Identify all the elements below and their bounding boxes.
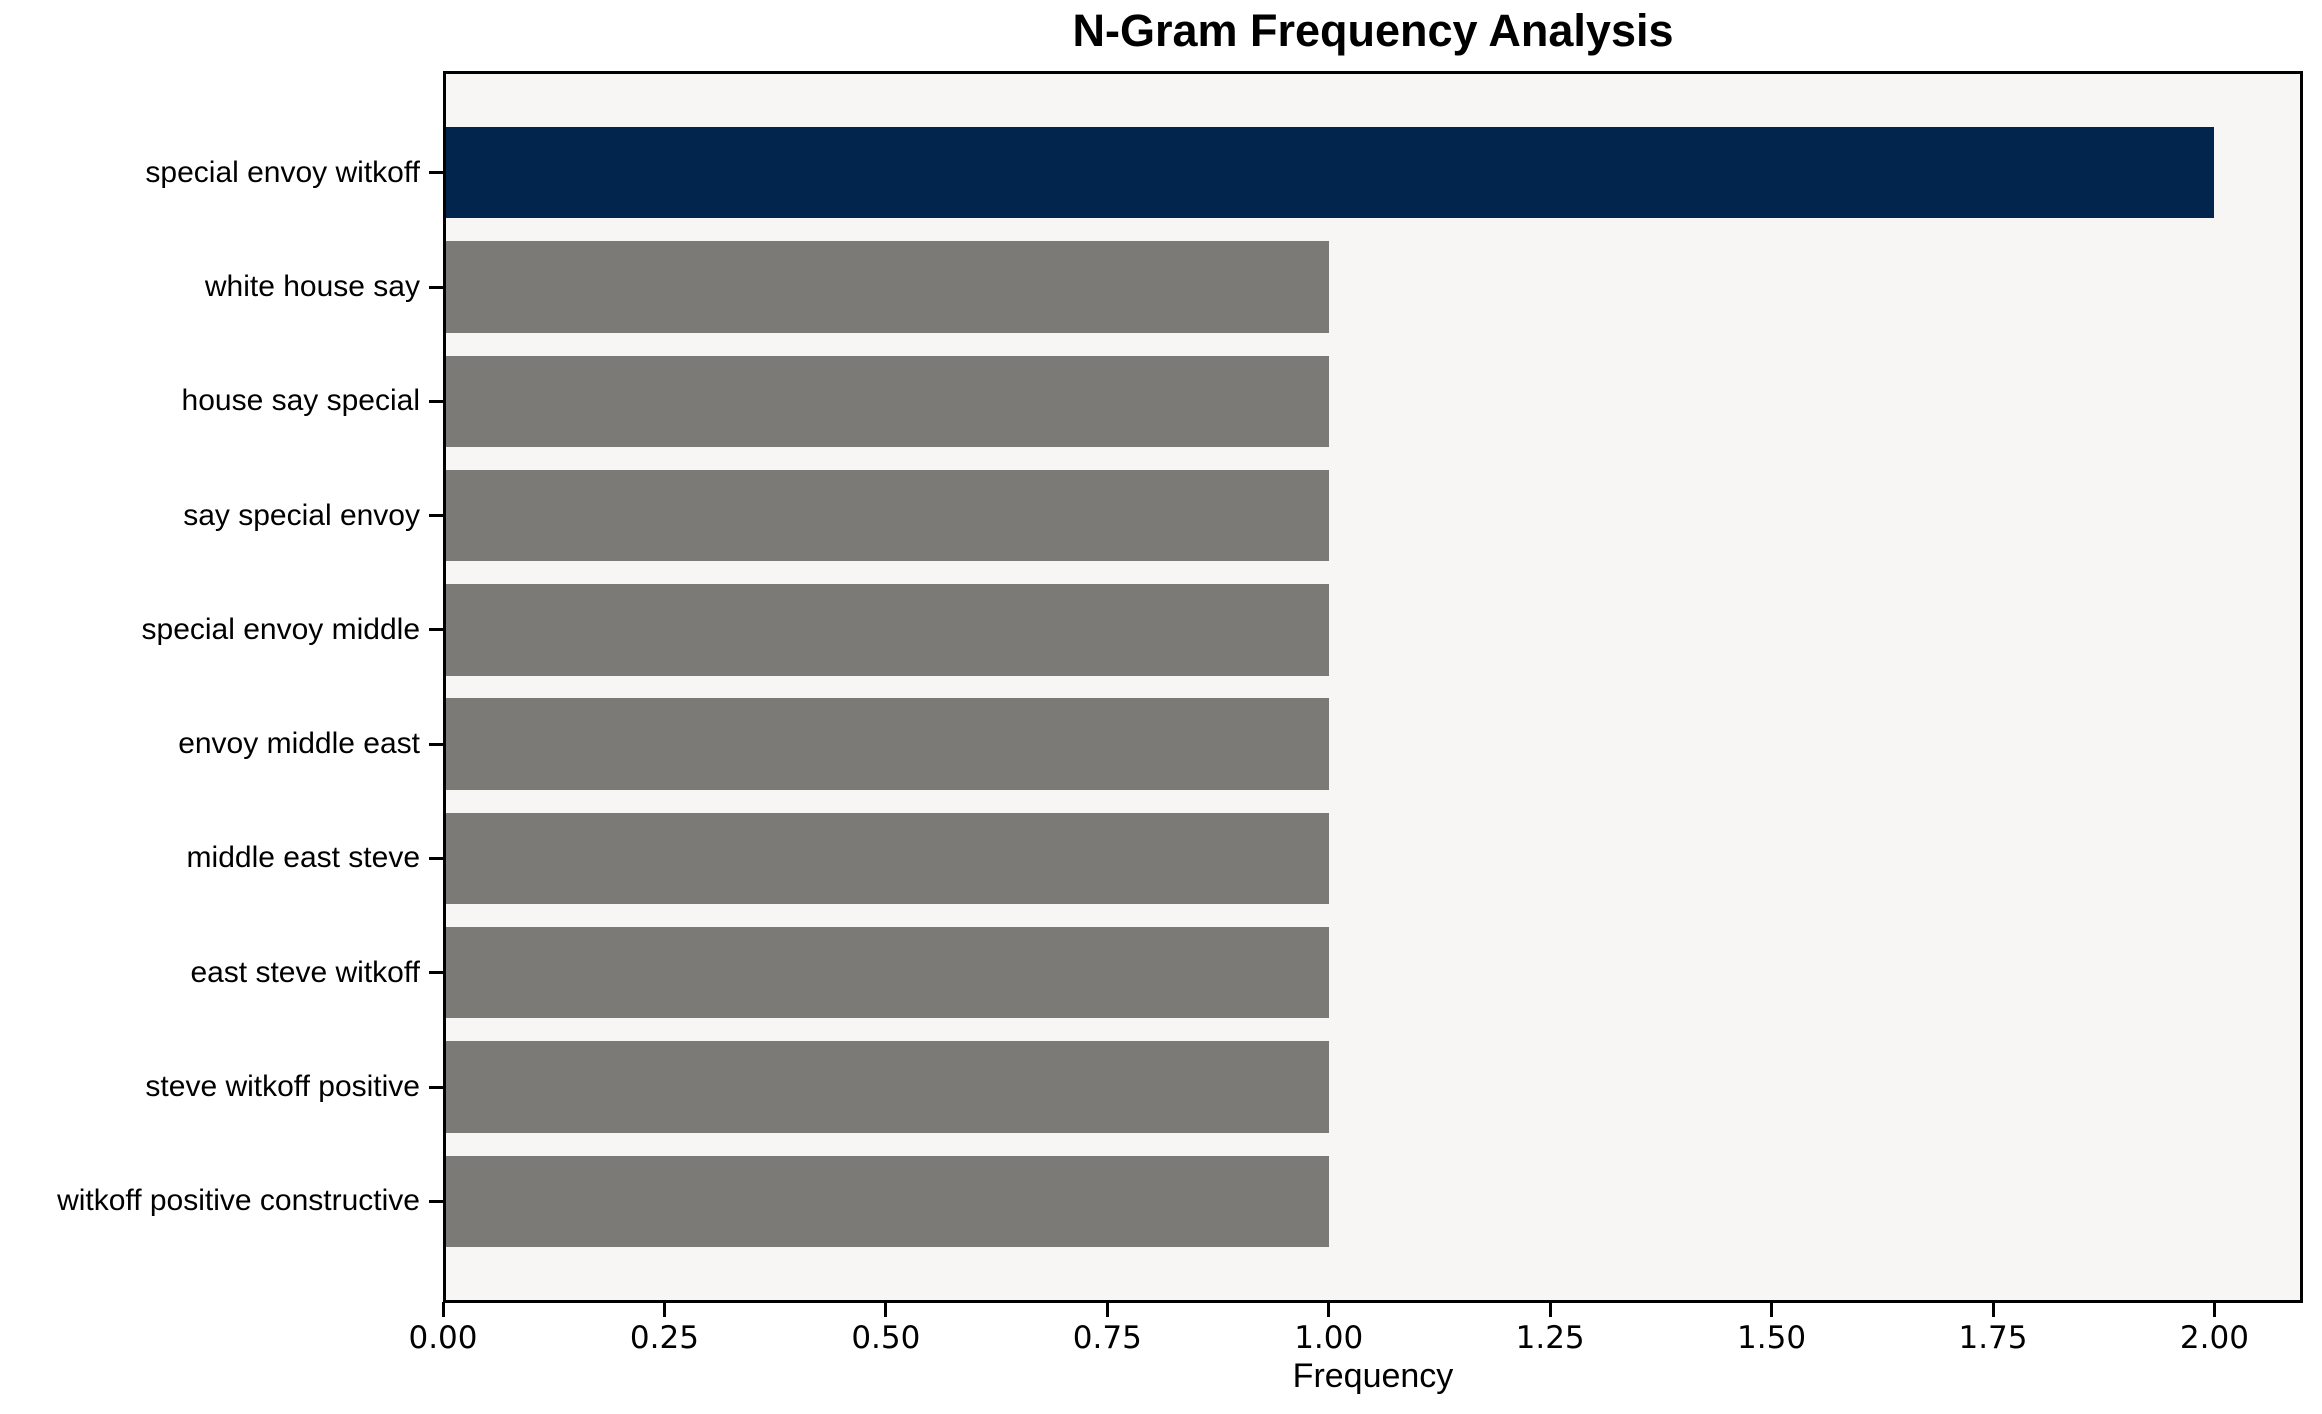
y-tick-label: special envoy middle bbox=[141, 612, 420, 646]
y-tick-label: house say special bbox=[181, 384, 420, 418]
y-tick-label: steve witkoff positive bbox=[145, 1070, 420, 1104]
bar-special-envoy-middle bbox=[446, 584, 1329, 676]
bar-special-envoy-witkoff bbox=[446, 127, 2215, 219]
bar-steve-witkoff-positive bbox=[446, 1041, 1329, 1133]
y-tick-mark bbox=[429, 171, 444, 175]
x-tick-label: 1.25 bbox=[1515, 1320, 1585, 1356]
y-tick-mark bbox=[429, 742, 444, 746]
x-tick-mark bbox=[1991, 1302, 1995, 1317]
x-tick-label: 1.00 bbox=[1294, 1320, 1364, 1356]
bar-middle-east-steve bbox=[446, 812, 1329, 905]
bar-white-house-say bbox=[446, 241, 1329, 333]
x-tick-label: 0.25 bbox=[629, 1320, 699, 1356]
bar-witkoff-positive-constructive bbox=[446, 1155, 1329, 1247]
y-tick-label: special envoy witkoff bbox=[145, 155, 420, 189]
chart-title: N-Gram Frequency Analysis bbox=[1072, 5, 1674, 56]
x-tick-label: 0.00 bbox=[408, 1320, 478, 1356]
y-tick-label: white house say bbox=[204, 270, 420, 303]
x-tick-mark bbox=[1548, 1302, 1552, 1317]
y-tick-label: envoy middle east bbox=[178, 727, 420, 761]
y-tick-label: say special envoy bbox=[183, 498, 420, 532]
x-tick-mark bbox=[662, 1302, 666, 1317]
y-tick-mark bbox=[429, 628, 444, 632]
x-tick-mark bbox=[1105, 1302, 1109, 1317]
y-tick-label: east steve witkoff bbox=[190, 955, 420, 989]
x-tick-mark bbox=[1770, 1302, 1774, 1317]
x-tick-label: 2.00 bbox=[2179, 1320, 2249, 1356]
bar-house-say-special bbox=[446, 355, 1329, 447]
y-tick-label: middle east steve bbox=[186, 841, 420, 875]
x-axis-label: Frequency bbox=[1292, 1357, 1454, 1395]
x-tick-label: 1.50 bbox=[1737, 1320, 1807, 1356]
y-tick-mark bbox=[429, 1085, 444, 1089]
x-tick-mark bbox=[441, 1302, 445, 1317]
y-tick-label: witkoff positive constructive bbox=[57, 1184, 420, 1218]
y-tick-mark bbox=[429, 285, 444, 289]
y-tick-mark bbox=[429, 856, 444, 860]
x-tick-mark bbox=[2212, 1302, 2216, 1317]
bar-envoy-middle-east bbox=[446, 698, 1329, 790]
bar-say-special-envoy bbox=[446, 469, 1329, 562]
x-tick-mark bbox=[1327, 1302, 1331, 1317]
x-tick-mark bbox=[884, 1302, 888, 1317]
x-tick-label: 1.75 bbox=[1958, 1320, 2028, 1356]
x-tick-label: 0.75 bbox=[1072, 1320, 1142, 1356]
x-tick-label: 0.50 bbox=[851, 1320, 921, 1356]
bar-east-steve-witkoff bbox=[446, 927, 1329, 1019]
y-tick-mark bbox=[429, 1199, 444, 1203]
y-tick-mark bbox=[429, 971, 444, 975]
y-tick-mark bbox=[429, 399, 444, 403]
y-tick-mark bbox=[429, 514, 444, 518]
